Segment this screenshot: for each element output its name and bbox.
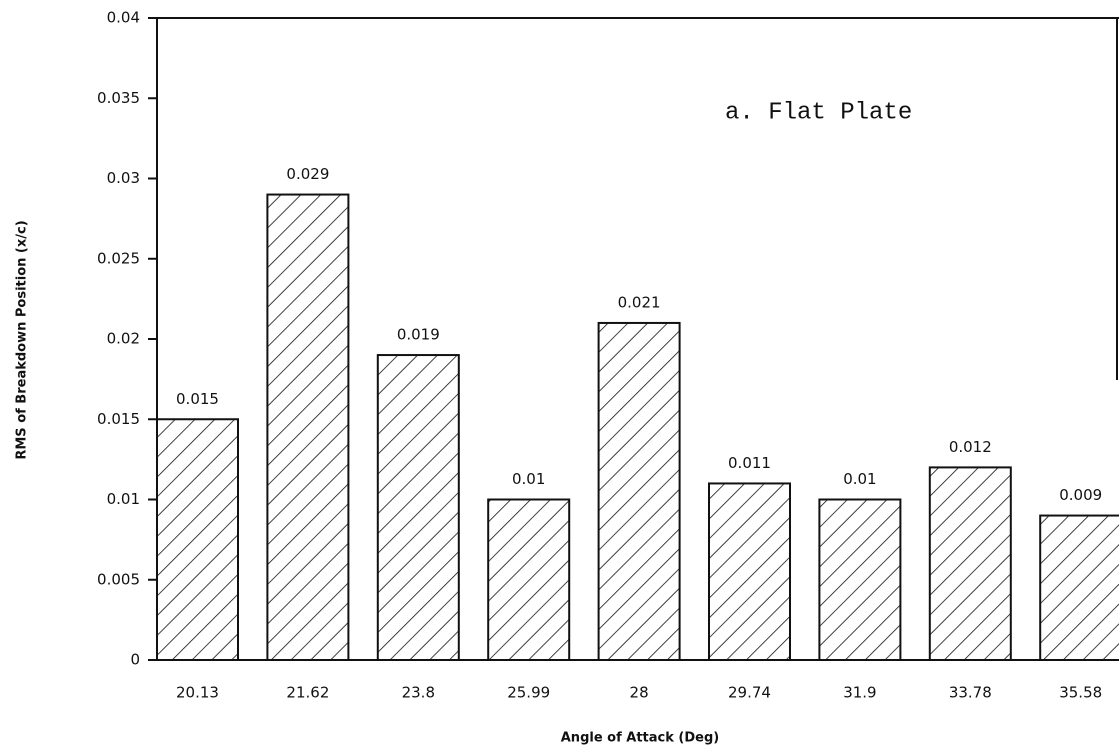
y-tick-label: 0.035	[97, 89, 140, 107]
bar	[156, 418, 239, 661]
value-label: 0.015	[176, 390, 219, 408]
x-tick-label: 25.99	[507, 684, 550, 702]
bar	[597, 321, 681, 661]
annotation: a. Flat Plate	[725, 99, 912, 126]
y-tick-label: 0.03	[107, 169, 140, 187]
value-label: 0.021	[618, 293, 661, 311]
y-tick-label: 0.005	[97, 570, 140, 588]
y-tick-label: 0.02	[107, 330, 140, 348]
bar	[266, 193, 350, 662]
y-tick-label: 0.015	[97, 410, 140, 428]
y-axis-title: RMS of Breakdown Position (x/c)	[15, 220, 30, 459]
bar	[376, 354, 460, 661]
value-label: 0.01	[512, 470, 545, 488]
x-tick-label: 33.78	[949, 684, 992, 702]
y-tick-label: 0	[130, 651, 140, 669]
x-tick-label: 21.62	[286, 684, 329, 702]
bar	[708, 482, 791, 662]
y-tick-label: 0.025	[97, 249, 140, 267]
x-tick-label: 29.74	[728, 684, 771, 702]
x-axis-title: Angle of Attack (Deg)	[561, 731, 719, 746]
value-label: 0.029	[286, 165, 329, 183]
x-tick-label: 28	[630, 684, 649, 702]
value-label: 0.01	[843, 470, 876, 488]
bar	[1039, 514, 1119, 661]
x-tick-label: 23.8	[402, 684, 435, 702]
y-tick-label: 0.01	[107, 490, 140, 508]
bar	[487, 498, 571, 661]
x-tick-label: 20.13	[176, 684, 219, 702]
x-tick-label: 35.58	[1059, 684, 1102, 702]
value-label: 0.012	[949, 438, 992, 456]
bar	[818, 498, 902, 661]
value-label: 0.011	[728, 454, 771, 472]
y-tick-label: 0.04	[107, 9, 140, 27]
value-label: 0.019	[397, 326, 440, 344]
x-tick-label: 31.9	[843, 684, 876, 702]
bar	[928, 466, 1012, 661]
value-label: 0.009	[1059, 486, 1102, 504]
